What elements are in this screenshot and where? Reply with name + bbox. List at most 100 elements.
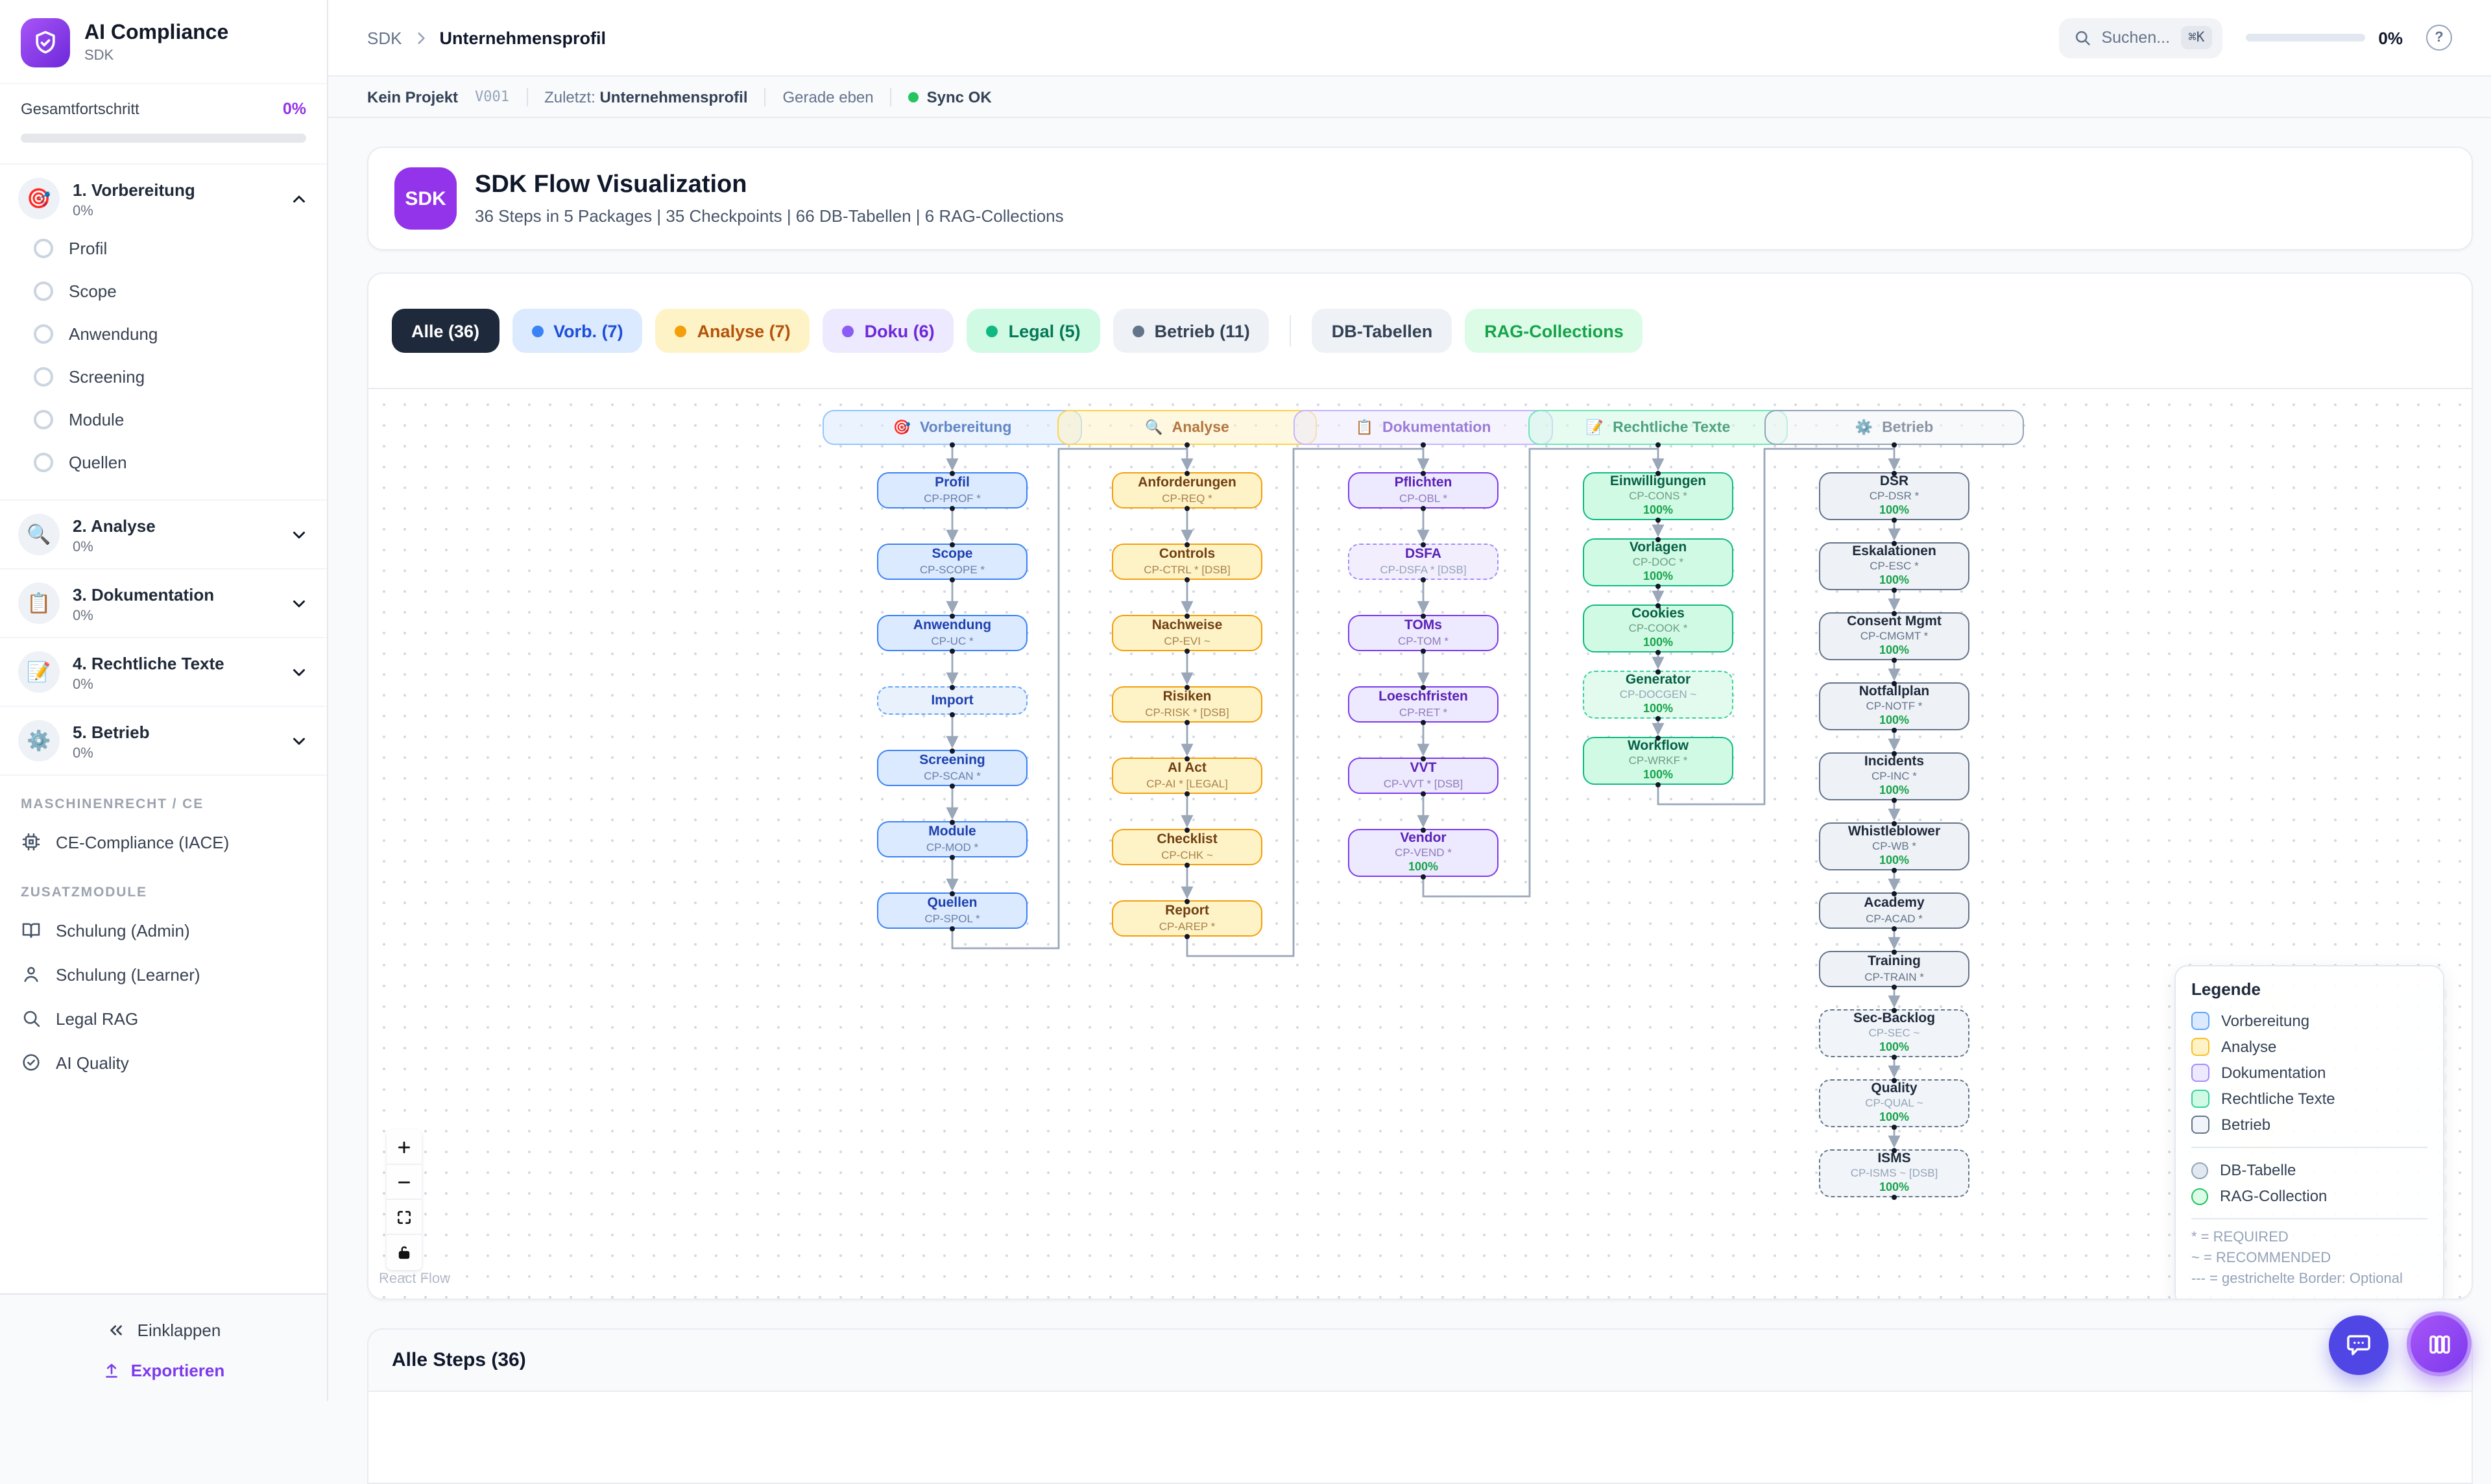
- legend-item-dokumentation: Dokumentation: [2191, 1060, 2427, 1086]
- sidebar-item-quellen[interactable]: Quellen: [18, 441, 309, 484]
- group-emoji-icon: 🔍: [1145, 420, 1163, 436]
- legend-swatch-icon: [2191, 1090, 2209, 1108]
- breadcrumb-sdk[interactable]: SDK: [367, 28, 402, 47]
- flow-node-module[interactable]: Module CP-MOD *: [877, 819, 1028, 859]
- sidebar-item-profil[interactable]: Profil: [18, 227, 309, 270]
- search-input[interactable]: Suchen... ⌘K: [2058, 18, 2223, 58]
- project-status: Kein Projekt: [367, 88, 459, 106]
- flow-group-header-vorbereitung[interactable]: 🎯 Vorbereitung: [823, 410, 1082, 447]
- flow-node-consent-mgmt[interactable]: Consent Mgmt CP-CMGMT * 100%: [1819, 610, 1969, 662]
- sidebar-section-5-betrieb: ⚙️ 5. Betrieb 0%: [0, 707, 327, 776]
- flow-node-report[interactable]: Report CP-AREP *: [1112, 898, 1262, 939]
- check-circle-icon: [21, 1052, 42, 1073]
- export-button[interactable]: Exportieren: [0, 1349, 327, 1380]
- flow-node-whistleblower[interactable]: Whistleblower CP-WB * 100%: [1819, 820, 1969, 872]
- divider: [526, 88, 528, 106]
- flow-node-cookies[interactable]: Cookies CP-COOK * 100%: [1583, 603, 1733, 654]
- sidebar-item-schulung-learner[interactable]: Schulung (Learner): [0, 952, 327, 996]
- flow-node-ai-act[interactable]: AI Act CP-AI * [LEGAL]: [1112, 756, 1262, 796]
- flow-node-quellen[interactable]: Quellen CP-SPOL *: [877, 891, 1028, 931]
- filter-dot-icon: [1132, 325, 1144, 337]
- sidebar-section-toggle-3-dokumentation[interactable]: 📋 3. Dokumentation 0%: [18, 582, 309, 624]
- flow-group-header-dokumentation[interactable]: 📋 Dokumentation: [1294, 410, 1553, 447]
- flow-node-anwendung[interactable]: Anwendung CP-UC *: [877, 613, 1028, 653]
- legend-item-rag-collection: RAG-Collection: [2191, 1183, 2427, 1209]
- flow-node-screening[interactable]: Screening CP-SCAN *: [877, 748, 1028, 788]
- flow-node-dsr[interactable]: DSR CP-DSR * 100%: [1819, 470, 1969, 522]
- chevron-up-icon: [289, 189, 309, 208]
- fit-view-button[interactable]: [387, 1200, 422, 1235]
- flow-node-vendor[interactable]: Vendor CP-VEND * 100%: [1348, 827, 1498, 879]
- user-icon: [21, 964, 42, 985]
- flow-node-nachweise[interactable]: Nachweise CP-EVI ~: [1112, 613, 1262, 653]
- sidebar-section-1-vorbereitung: 🎯 1. Vorbereitung 0% Profil Scope Anwend…: [0, 165, 327, 501]
- flow-node-sec-backlog[interactable]: Sec-Backlog CP-SEC ~100%: [1819, 1007, 1969, 1059]
- flow-group-header-analyse[interactable]: 🔍 Analyse: [1057, 410, 1317, 447]
- sidebar: AI Compliance SDK Gesamtfortschritt 0% 🎯…: [0, 0, 328, 1401]
- flow-node-scope[interactable]: Scope CP-SCOPE *: [877, 542, 1028, 582]
- flow-node-risiken[interactable]: Risiken CP-RISK * [DSB]: [1112, 684, 1262, 724]
- flow-node-incidents[interactable]: Incidents CP-INC * 100%: [1819, 750, 1969, 802]
- flow-node-toms[interactable]: TOMs CP-TOM *: [1348, 613, 1498, 653]
- filter-pill-db-tabellen[interactable]: DB-Tabellen: [1312, 309, 1452, 353]
- flow-node-controls[interactable]: Controls CP-CTRL * [DSB]: [1112, 542, 1262, 582]
- flow-node-einwilligungen[interactable]: Einwilligungen CP-CONS * 100%: [1583, 470, 1733, 522]
- flow-canvas[interactable]: 🎯 Vorbereitung Profil CP-PROF * Scope CP-SCOP…: [368, 388, 2472, 1298]
- sidebar-section-toggle-1-vorbereitung[interactable]: 🎯 1. Vorbereitung 0%: [18, 178, 309, 219]
- flow-node-dsfa[interactable]: DSFA CP-DSFA * [DSB]: [1348, 542, 1498, 582]
- collapse-sidebar-button[interactable]: Einklappen: [0, 1311, 327, 1349]
- sidebar-section-4-rechtliche-texte: 📝 4. Rechtliche Texte 0%: [0, 638, 327, 707]
- section-emoji-icon: 🔍: [18, 514, 60, 555]
- sidebar-section-toggle-4-rechtliche-texte[interactable]: 📝 4. Rechtliche Texte 0%: [18, 651, 309, 693]
- sidebar-group-label: MASCHINENRECHT / CE: [21, 796, 204, 812]
- zoom-in-button[interactable]: [387, 1130, 422, 1165]
- filter-pill-rag-collections[interactable]: RAG-Collections: [1465, 309, 1643, 353]
- section-emoji-icon: ⚙️: [18, 720, 60, 761]
- flow-node-vorlagen[interactable]: Vorlagen CP-DOC * 100%: [1583, 536, 1733, 588]
- node-progress-value: 100%: [1879, 643, 1910, 656]
- flow-node-import[interactable]: Import: [877, 684, 1028, 717]
- sidebar-item-scope[interactable]: Scope: [18, 270, 309, 313]
- filter-pill-betrieb-11[interactable]: Betrieb (11): [1113, 309, 1270, 353]
- header-progress-bar: [2246, 34, 2366, 42]
- group-emoji-icon: 📋: [1355, 420, 1373, 436]
- flow-node-vvt[interactable]: VVT CP-VVT * [DSB]: [1348, 756, 1498, 796]
- flow-node-loeschfristen[interactable]: Loeschfristen CP-RET *: [1348, 684, 1498, 724]
- chat-fab-button[interactable]: [2329, 1315, 2389, 1375]
- flow-node-isms[interactable]: ISMS CP-ISMS ~ [DSB] 100%: [1819, 1147, 1969, 1199]
- flow-node-profil[interactable]: Profil CP-PROF *: [877, 470, 1028, 510]
- filter-pill-doku-6[interactable]: Doku (6): [823, 309, 954, 353]
- flow-node-training[interactable]: Training CP-TRAIN *: [1819, 949, 1969, 989]
- lock-toggle-button[interactable]: [387, 1235, 422, 1270]
- filter-pill-alle-36[interactable]: Alle (36): [392, 309, 499, 353]
- columns-fab-button[interactable]: [2407, 1311, 2472, 1376]
- sidebar-section-toggle-2-analyse[interactable]: 🔍 2. Analyse 0%: [18, 514, 309, 555]
- flow-node-anforderungen[interactable]: Anforderungen CP-REQ *: [1112, 470, 1262, 510]
- sidebar-item-legal-rag[interactable]: Legal RAG: [0, 996, 327, 1040]
- sidebar-item-schulung-admin[interactable]: Schulung (Admin): [0, 908, 327, 952]
- flow-node-eskalationen[interactable]: Eskalationen CP-ESC * 100%: [1819, 540, 1969, 592]
- flow-node-academy[interactable]: Academy CP-ACAD *: [1819, 891, 1969, 931]
- flow-group-header-betrieb[interactable]: ⚙️ Betrieb: [1764, 410, 2024, 447]
- sidebar-item-screening[interactable]: Screening: [18, 355, 309, 398]
- filter-pill-vorb-7[interactable]: Vorb. (7): [512, 309, 643, 353]
- flow-node-generator[interactable]: Generator CP-DOCGEN ~100%: [1583, 669, 1733, 721]
- flow-node-checklist[interactable]: Checklist CP-CHK ~: [1112, 827, 1262, 867]
- all-steps-title: Alle Steps (36): [368, 1330, 2472, 1392]
- sidebar-item-anwendung[interactable]: Anwendung: [18, 313, 309, 355]
- sidebar-item-module[interactable]: Module: [18, 398, 309, 441]
- sidebar-section-toggle-5-betrieb[interactable]: ⚙️ 5. Betrieb 0%: [18, 720, 309, 761]
- flow-node-pflichten[interactable]: Pflichten CP-OBL *: [1348, 470, 1498, 510]
- filter-pill-analyse-7[interactable]: Analyse (7): [655, 309, 810, 353]
- sidebar-item-ai-quality[interactable]: AI Quality: [0, 1040, 327, 1084]
- sidebar-item-ce-compliance-iace[interactable]: CE-Compliance (IACE): [0, 820, 327, 864]
- flow-node-workflow[interactable]: Workflow CP-WRKF * 100%: [1583, 735, 1733, 787]
- last-saved-time: Gerade eben: [782, 88, 874, 106]
- flow-node-notfallplan[interactable]: Notfallplan CP-NOTF * 100%: [1819, 680, 1969, 732]
- help-icon[interactable]: ?: [2426, 25, 2452, 51]
- filter-pill-legal-5[interactable]: Legal (5): [967, 309, 1100, 353]
- flow-node-quality[interactable]: Quality CP-QUAL ~100%: [1819, 1077, 1969, 1129]
- flow-group-header-rechtliche-texte[interactable]: 📝 Rechtliche Texte: [1528, 410, 1788, 447]
- filter-divider: [1290, 315, 1292, 346]
- zoom-out-button[interactable]: [387, 1165, 422, 1200]
